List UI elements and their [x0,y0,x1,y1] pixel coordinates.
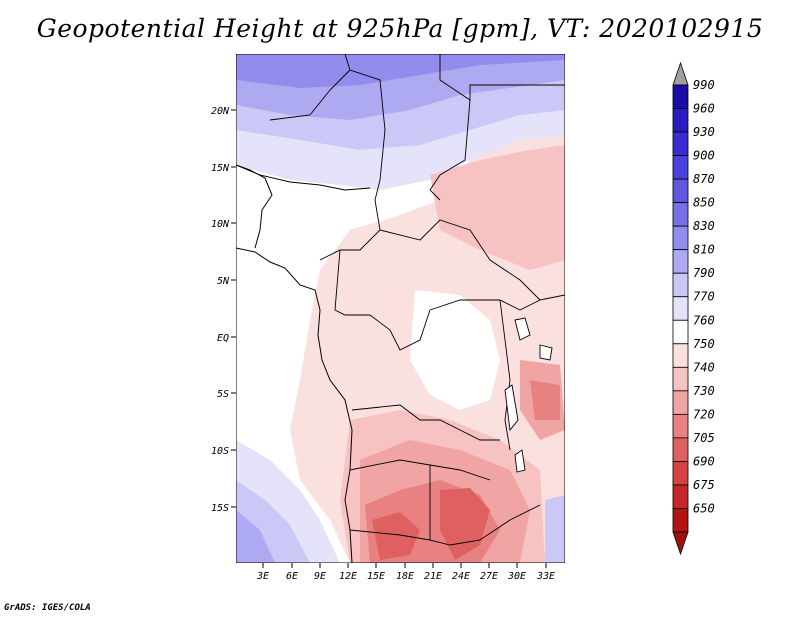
lat-label: 15S [211,503,229,514]
colorbar-over-arrow [672,61,689,86]
lat-label: EQ [217,333,229,344]
colorbar-swatch [672,225,689,251]
lon-label: 9E [314,571,326,582]
colorbar-label: 740 [693,360,715,374]
colorbar-swatch [672,461,689,486]
colorbar-swatch [672,296,689,321]
lon-label: 21E [424,571,442,582]
field-730-east [530,380,560,420]
colorbar-label: 750 [693,337,715,351]
coastline [236,164,353,563]
colorbar-label: 960 [693,102,715,116]
lon-label: 33E [536,571,555,582]
lon-label: 15E [367,571,385,582]
colorbar-swatch [672,413,689,439]
lat-label: 20N [211,106,230,117]
colorbar-label: 850 [693,196,715,210]
lakes [504,317,553,473]
colorbar-swatch [672,178,689,204]
colorbar-label: 930 [693,125,715,139]
field-740-sahel [430,145,565,270]
field-band-830 [236,54,565,88]
colorbar-swatch [672,508,689,533]
colorbar-label: 705 [693,431,715,445]
lon-label: 27E [480,571,498,582]
lat-axis: 20N 15N 10N 5N EQ 5S 10S 15S [211,106,236,514]
colorbar-swatch [672,484,689,509]
colorbar-label: 650 [693,501,715,515]
colorbar: 990 960 930 900 870 850 830 810 790 770 760 750 740 7… [672,61,715,556]
colorbar-label: 720 [693,407,715,421]
lat-label: 10S [211,446,229,457]
colorbar-swatch [672,131,689,156]
colorbar-swatch [672,272,689,298]
country-borders [236,54,565,546]
colorbar-label: 810 [693,243,715,257]
field-810-sw [236,510,275,563]
colorbar-under-arrow [672,531,689,556]
lon-label: 18E [396,571,414,582]
colorbar-label: 990 [693,78,715,92]
lon-label: 12E [339,571,357,582]
grads-credit: GrADS: IGES/COLA [4,603,91,613]
field-760-congo [410,290,500,410]
lon-axis: 3E 6E 9E 12E 15E 18E 21E 24E 27E 30E 33E [256,563,555,582]
field-band-770 [236,110,565,190]
field-705-south [440,488,490,560]
field-760-west [236,160,470,563]
chart-title: Geopotential Height at 925hPa [gpm], VT:… [36,14,764,43]
colorbar-swatch [672,343,689,368]
colorbar-swatch [672,249,689,274]
colorbar-label: 770 [693,290,715,304]
colorbar-label: 675 [693,478,715,492]
colorbar-label: 790 [693,266,715,280]
colorbar-swatch [672,84,689,109]
field-770-se [545,495,565,563]
colorbar-swatch [672,202,689,227]
lat-label: 15N [211,163,230,174]
colorbar-label: 870 [693,172,715,186]
colorbar-swatch [672,390,689,415]
colorbar-swatch [672,319,689,345]
colorbar-label: 690 [693,454,715,468]
colorbar-label: 760 [693,313,715,327]
colorbar-swatch [672,366,689,392]
lat-label: 10N [211,219,230,230]
lon-label: 30E [507,571,526,582]
lat-label: 5S [217,389,229,400]
colorbar-swatch [672,108,689,133]
lon-label: 6E [286,571,298,582]
colorbar-label: 830 [693,219,715,233]
lon-label: 3E [256,571,269,582]
lon-label: 24E [452,571,470,582]
lat-label: 5N [217,276,230,287]
colorbar-label: 900 [693,149,715,163]
colorbar-swatch [672,437,689,462]
map-panel [236,54,565,563]
colorbar-swatch [672,155,689,180]
colorbar-label: 730 [693,384,715,398]
field-705-southwest [372,512,420,560]
